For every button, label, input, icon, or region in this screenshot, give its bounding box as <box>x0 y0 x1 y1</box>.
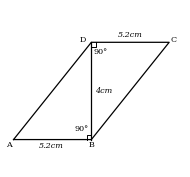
Text: 90°: 90° <box>74 125 88 133</box>
Text: B: B <box>88 141 94 149</box>
Text: 90°: 90° <box>93 48 108 56</box>
Text: A: A <box>6 141 12 149</box>
Text: 5.2cm: 5.2cm <box>39 142 64 150</box>
Text: 4cm: 4cm <box>95 87 113 95</box>
Text: D: D <box>80 36 86 44</box>
Text: C: C <box>171 36 177 44</box>
Text: 5.2cm: 5.2cm <box>118 32 143 39</box>
